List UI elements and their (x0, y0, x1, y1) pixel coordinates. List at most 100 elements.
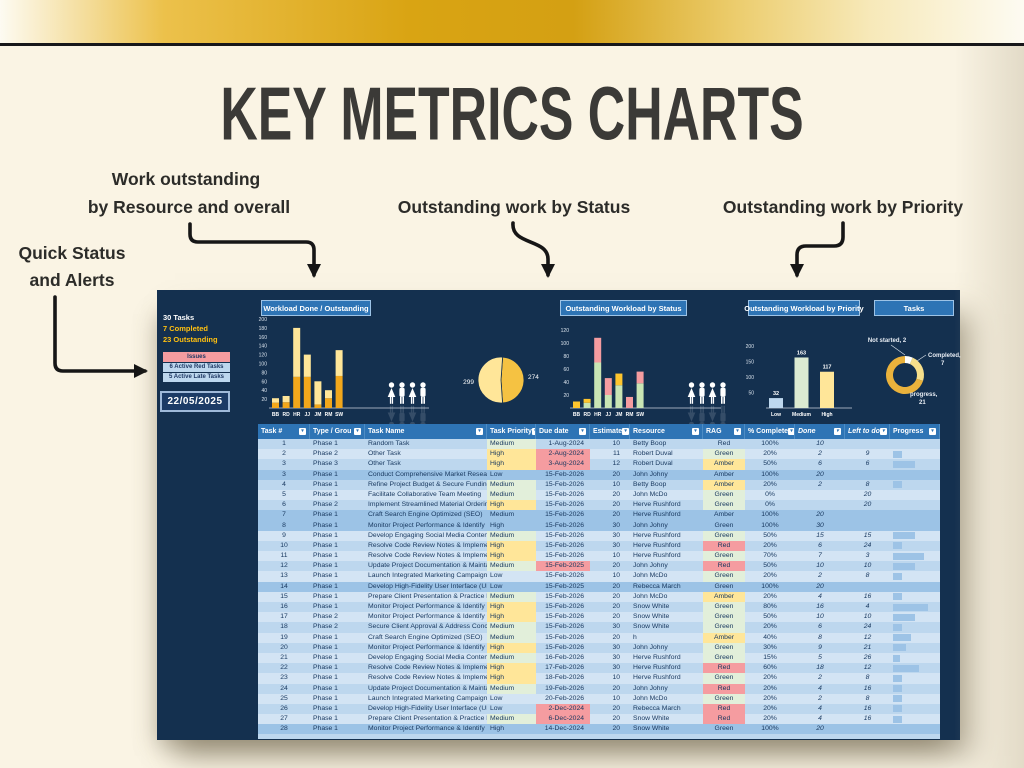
filter-icon[interactable]: ▾ (299, 428, 306, 435)
table-row[interactable]: 19 Phase 1 Craft Search Engine Optimized (… (258, 632, 940, 643)
column-header-num[interactable]: Task # ▾ (258, 424, 310, 439)
table-row[interactable]: 15 Phase 1 Prepare Client Presentation & P… (258, 591, 940, 602)
progress-cell (890, 521, 940, 531)
filter-icon[interactable]: ▾ (834, 428, 841, 435)
progress-cell (890, 633, 940, 643)
column-header-left[interactable]: Left to do ▾ (845, 424, 890, 439)
table-row[interactable]: 26 Phase 1 Develop High-Fidelity User Inte… (258, 703, 940, 715)
progress-cell (890, 643, 940, 653)
svg-text:Low: Low (771, 412, 781, 418)
column-header-done[interactable]: Done ▾ (795, 424, 845, 439)
stat-outstanding: 23 Outstanding (163, 335, 218, 344)
filter-icon[interactable]: ▾ (788, 428, 794, 435)
column-header-name[interactable]: Task Name ▾ (365, 424, 487, 439)
column-header-pct[interactable]: % Complete ▾ (745, 424, 795, 439)
gold-band (0, 0, 1024, 43)
progress-bar (893, 685, 902, 693)
table-row[interactable]: 2 Phase 2 Other Task High 2-Aug-2024 11 Robert… (258, 449, 940, 460)
table-row[interactable]: 18 Phase 2 Secure Client Approval & Addres… (258, 622, 940, 633)
progress-bar (893, 542, 902, 550)
arrow-status (511, 221, 555, 278)
filter-icon[interactable]: ▾ (692, 428, 699, 435)
table-row[interactable]: 6 Phase 2 Implement Streamlined Material O… (258, 500, 940, 511)
svg-text:High: High (821, 412, 832, 418)
column-header-group[interactable]: Type / Grou ▾ (310, 424, 365, 439)
column-header-rag[interactable]: RAG ▾ (703, 424, 745, 439)
filter-icon[interactable]: ▾ (734, 428, 741, 435)
progress-bar (893, 613, 915, 621)
filter-icon[interactable]: ▾ (622, 428, 629, 435)
table-row[interactable]: 9 Phase 1 Develop Engaging Social Media Co… (258, 530, 940, 541)
table-row[interactable]: 3 Phase 3 Other Task High 3-Aug-2024 12 Robert… (258, 459, 940, 470)
table-row[interactable]: 1 Phase 1 Random Task Medium 1-Aug-2024 10 Bet… (258, 439, 940, 450)
filter-icon[interactable]: ▾ (929, 428, 936, 435)
issues-late-tasks[interactable]: 5 Active Late Tasks (163, 373, 230, 382)
report-date[interactable]: 22/05/2025 (160, 391, 230, 412)
table-row[interactable]: 14 Phase 1 Develop High-Fidelity User Inte… (258, 581, 940, 592)
column-header-est[interactable]: Estimate ▾ (590, 424, 630, 439)
annotation-workload-line1: Work outstanding (111, 169, 261, 189)
column-header-pri[interactable]: Task Priority▾ (487, 424, 536, 439)
progress-bar (893, 664, 920, 672)
filter-icon[interactable]: ▾ (476, 428, 483, 435)
svg-text:Medium: Medium (792, 412, 811, 418)
table-row[interactable]: 8 Phase 1 Monitor Project Performance & Id… (258, 520, 940, 531)
chart-title-status[interactable]: Outstanding Workload by Status (560, 300, 687, 316)
table-row[interactable]: 16 Phase 1 Monitor Project Performance & I… (258, 602, 940, 613)
annotation-workload-line2: by Resource and overall (87, 197, 291, 217)
filter-icon[interactable]: ▾ (531, 428, 535, 435)
chart-title-workload[interactable]: Workload Done / Outstanding (261, 300, 371, 316)
progress-cell (890, 663, 940, 673)
svg-text:JM: JM (314, 412, 321, 418)
workload-bar-chart: 20 40 60 80 100 120 140 160 180 200 BB RD HR JJ JM RM SW (259, 317, 429, 418)
table-row[interactable]: 21 Phase 1 Develop Engaging Social Media C… (258, 652, 940, 664)
table-row[interactable]: 20 Phase 1 Monitor Project Performance & I… (258, 642, 940, 653)
progress-bar (893, 450, 902, 458)
column-header-res[interactable]: Resource ▾ (630, 424, 703, 439)
table-row[interactable]: 22 Phase 1 Resolve Code Review Notes & Imp… (258, 663, 940, 674)
column-header-prog[interactable]: Progress ▾ (890, 424, 940, 439)
table-row[interactable]: 13 Phase 1 Launch Integrated Marketing Cam… (258, 571, 940, 582)
svg-text:80: 80 (563, 354, 569, 360)
chart-title-priority[interactable]: Outstanding Workload by Priority (744, 300, 864, 316)
table-row[interactable]: 11 Phase 1 Resolve Code Review Notes & Imp… (258, 551, 940, 562)
table-row[interactable]: 10 Phase 1 Resolve Code Review Notes & Imp… (258, 540, 940, 552)
table-row[interactable]: 5 Phase 1 Facilitate Collaborative Team Me… (258, 489, 940, 501)
filter-icon[interactable]: ▾ (879, 428, 887, 435)
svg-text:BB: BB (573, 412, 581, 418)
table-header-row: Task # ▾ Type / Grou ▾ Task Name ▾ Task Priori… (258, 424, 940, 439)
table-row[interactable]: 23 Phase 1 Resolve Code Review Notes & Imp… (258, 673, 940, 684)
filter-icon[interactable]: ▾ (579, 428, 586, 435)
arrow-quick-status (53, 295, 148, 378)
svg-text:120: 120 (259, 353, 268, 359)
table-row[interactable]: 4 Phase 1 Refine Project Budget & Secure F… (258, 479, 940, 490)
table-row[interactable]: 27 Phase 1 Prepare Client Presentation & P… (258, 714, 940, 725)
table-row[interactable]: 25 Phase 1 Launch Integrated Marketing Cam… (258, 693, 940, 704)
issues-red-tasks[interactable]: 6 Active Red Tasks (163, 363, 230, 372)
column-header-due[interactable]: Due date ▾ (536, 424, 590, 439)
progress-bar (893, 593, 902, 601)
table-row[interactable]: 3 Phase 1 Conduct Comprehensive Market Res… (258, 469, 940, 480)
table-row[interactable]: 28 Phase 1 Monitor Project Performance & I… (258, 724, 940, 735)
filter-icon[interactable]: ▾ (354, 428, 361, 435)
progress-cell (890, 602, 940, 612)
progress-cell (890, 449, 940, 459)
table-row[interactable]: 24 Phase 1 Update Project Documentation & … (258, 683, 940, 694)
annotation-quick-line2: and Alerts (29, 270, 115, 290)
svg-text:HR: HR (293, 412, 301, 418)
svg-text:40: 40 (261, 388, 267, 394)
svg-text:JM: JM (615, 412, 622, 418)
svg-text:274: 274 (528, 374, 539, 381)
page-title: KEY METRICS CHARTS (220, 71, 804, 156)
issues-panel: Issues 6 Active Red Tasks 5 Active Late … (163, 352, 230, 382)
people-icons (387, 382, 431, 428)
table-row[interactable]: 7 Phase 1 Craft Search Engine Optimized (S… (258, 510, 940, 521)
progress-cell (890, 714, 940, 724)
svg-text:RM: RM (325, 412, 333, 418)
svg-text:299: 299 (463, 379, 474, 386)
table-row[interactable]: 12 Phase 1 Update Project Documentation & … (258, 561, 940, 572)
table-row[interactable]: 17 Phase 2 Monitor Project Performance & I… (258, 612, 940, 623)
svg-text:150: 150 (746, 360, 755, 366)
chart-title-tasks[interactable]: Tasks (874, 300, 954, 316)
